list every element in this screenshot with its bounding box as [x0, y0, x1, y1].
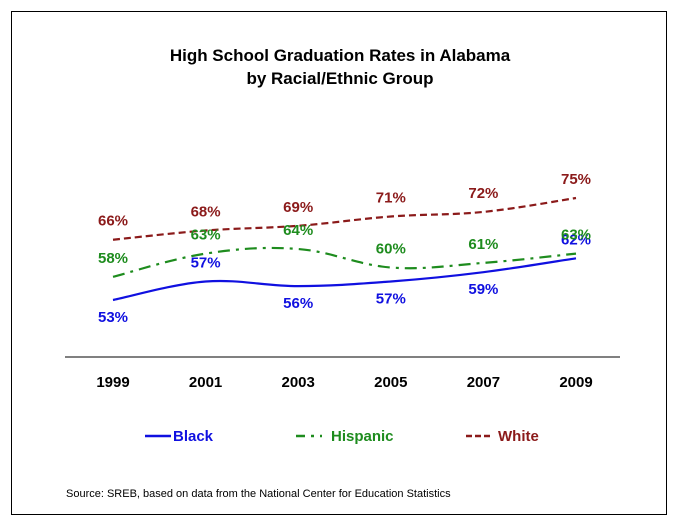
series-line-hispanic — [112, 246, 577, 278]
data-label-hispanic-2009: 63% — [561, 227, 591, 244]
data-label-black-2001: 57% — [191, 254, 221, 271]
data-label-black-2007: 59% — [468, 281, 498, 298]
x-tick-labels: 1999 2001 2003 2005 2007 2009 — [96, 374, 592, 391]
series-line-black — [112, 257, 577, 302]
data-label-white-2005: 71% — [376, 190, 406, 207]
chart-title: High School Graduation Rates in Alabama — [170, 46, 511, 65]
x-tick-label-1999: 1999 — [96, 374, 129, 391]
chart-subtitle: by Racial/Ethnic Group — [246, 69, 433, 88]
legend-label-white: White — [498, 428, 539, 445]
series-lines — [112, 196, 577, 302]
x-tick-label-2003: 2003 — [282, 374, 315, 391]
data-label-white-2001: 68% — [191, 203, 221, 220]
data-label-black-1999: 53% — [98, 309, 128, 326]
x-tick-label-2007: 2007 — [467, 374, 500, 391]
data-label-hispanic-2007: 61% — [468, 236, 498, 253]
x-tick-label-2009: 2009 — [559, 374, 592, 391]
data-label-hispanic-2005: 60% — [376, 241, 406, 258]
legend: Black Hispanic White — [145, 428, 539, 445]
data-label-white-2009: 75% — [561, 171, 591, 188]
chart-frame — [11, 11, 667, 515]
x-tick-label-2001: 2001 — [189, 374, 222, 391]
source-note: Source: SREB, based on data from the Nat… — [66, 488, 451, 500]
data-label-hispanic-2001: 63% — [191, 227, 221, 244]
data-label-black-2005: 57% — [376, 290, 406, 307]
data-label-hispanic-1999: 58% — [98, 250, 128, 267]
data-label-black-2003: 56% — [283, 295, 313, 312]
data-label-white-2003: 69% — [283, 199, 313, 216]
data-label-white-1999: 66% — [98, 213, 128, 230]
legend-item-hispanic: Hispanic — [296, 428, 394, 445]
series-line-white — [112, 196, 577, 241]
data-label-white-2007: 72% — [468, 185, 498, 202]
data-label-black-2009: 62% — [561, 231, 591, 248]
legend-label-black: Black — [173, 428, 214, 445]
data-labels: 53% 57% 56% 57% 59% 62% 58% 63% 64% 60% 61% 63% 66% 6… — [98, 171, 591, 326]
legend-label-hispanic: Hispanic — [331, 428, 394, 445]
legend-item-white: White — [466, 428, 539, 445]
legend-item-black: Black — [145, 428, 214, 445]
x-tick-label-2005: 2005 — [374, 374, 407, 391]
data-label-hispanic-2003: 64% — [283, 222, 313, 239]
